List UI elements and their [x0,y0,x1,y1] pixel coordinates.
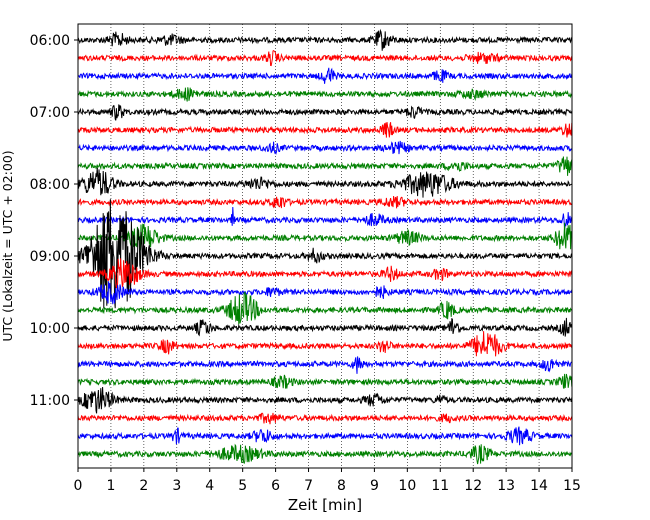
seismogram-trace-0800 [77,167,573,198]
y-tick-label: 07:00 [30,105,70,121]
x-tick-label: 7 [304,478,313,494]
seismogram-trace-0715 [77,122,573,138]
plot-frame [77,23,573,469]
x-tick-label: 3 [172,478,181,494]
x-tick-label: 11 [431,478,449,494]
x-tick-label: 2 [139,478,148,494]
seismogram-trace-1145 [77,443,572,465]
x-axis-ticks: 0 1 2 3 4 5 6 7 8 9 10 11 12 13 14 15 [74,468,581,494]
seismogram-trace-0930 [77,281,573,305]
x-axis-label: Zeit [min] [288,496,362,514]
y-tick-label: 09:00 [30,249,70,265]
seismogram-trace-0630 [77,67,573,84]
seismogram-trace-0645 [77,87,573,102]
y-axis-ticks: 06:00 07:00 08:00 09:00 10:00 11:00 [30,33,78,409]
seismogram-trace-0745 [77,156,573,176]
y-tick-label: 08:00 [30,177,70,193]
seismogram-trace-0845 [78,222,573,251]
x-tick-label: 4 [205,478,214,494]
seismogram-trace-1115 [77,412,573,425]
x-tick-label: 0 [74,478,83,494]
x-tick-label: 1 [106,478,115,494]
x-tick-label: 8 [337,478,346,494]
seismogram-trace-1045 [77,373,573,389]
x-tick-label: 9 [370,478,379,494]
y-tick-label: 10:00 [30,321,70,337]
x-tick-label: 6 [271,478,280,494]
seismogram-trace-0615 [77,49,573,67]
seismogram-trace-1000 [77,317,573,337]
x-tick-label: 13 [497,478,515,494]
seismogram-trace-0945 [77,291,573,325]
y-tick-label: 11:00 [30,393,70,409]
x-tick-label: 12 [464,478,482,494]
seismogram-trace-0600 [77,28,573,51]
seismogram-trace-0815 [77,195,572,209]
seismogram-trace-1030 [77,356,572,374]
x-tick-label: 5 [238,478,247,494]
seismogram-trace-1100 [77,386,573,414]
seismogram-trace-0830 [77,206,573,230]
seismogram-traces [77,28,573,465]
y-axis-label: UTC (Lokalzeit = UTC + 02:00) [0,150,15,341]
x-tick-label: 15 [563,478,581,494]
x-tick-label: 14 [530,478,548,494]
seismogram-trace-0915 [77,258,573,289]
seismogram-trace-1015 [77,331,573,357]
y-tick-label: 06:00 [30,33,70,49]
seismogram-trace-1130 [77,426,573,446]
x-tick-label: 10 [398,478,416,494]
seismogram-trace-0730 [77,140,573,155]
seismogram-trace-0700 [77,104,573,121]
seismogram-trace-0900 [77,199,573,309]
minute-grid [110,24,540,468]
